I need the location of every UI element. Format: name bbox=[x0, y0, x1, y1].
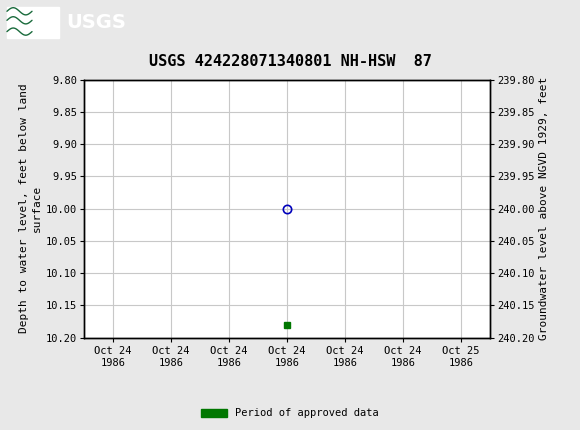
Text: USGS: USGS bbox=[66, 13, 126, 32]
Y-axis label: Depth to water level, feet below land
surface: Depth to water level, feet below land su… bbox=[19, 84, 42, 333]
FancyBboxPatch shape bbox=[7, 7, 59, 38]
Text: USGS 424228071340801 NH-HSW  87: USGS 424228071340801 NH-HSW 87 bbox=[148, 54, 432, 69]
Y-axis label: Groundwater level above NGVD 1929, feet: Groundwater level above NGVD 1929, feet bbox=[539, 77, 549, 340]
Legend: Period of approved data: Period of approved data bbox=[197, 404, 383, 423]
